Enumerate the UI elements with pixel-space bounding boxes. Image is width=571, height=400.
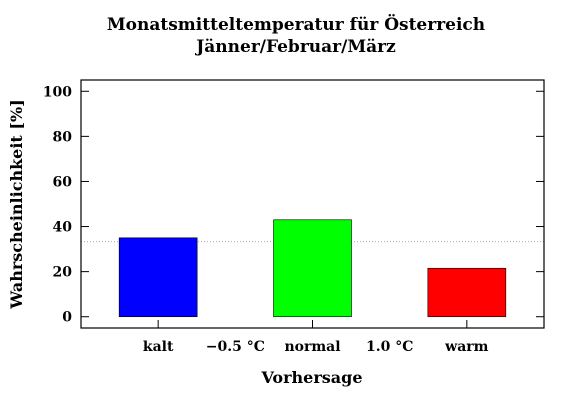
y-axis-label: Wahrscheinlichkeit [%] bbox=[7, 99, 26, 309]
y-tick-label-60: 60 bbox=[53, 174, 73, 190]
y-tick-label-80: 80 bbox=[53, 129, 73, 145]
x-tick-label-warm: warm bbox=[444, 339, 488, 355]
bar-warm bbox=[427, 267, 507, 318]
threshold-label-1: −0.5 °C bbox=[206, 339, 265, 355]
x-axis-label: Vorhersage bbox=[260, 368, 362, 387]
bar-normal bbox=[273, 219, 352, 318]
plot-frame bbox=[80, 79, 545, 329]
bar-kalt bbox=[118, 237, 198, 318]
x-tick-label-normal: normal bbox=[284, 339, 340, 355]
x-tick-label-kalt: kalt bbox=[143, 339, 174, 355]
y-tick-label-0: 0 bbox=[62, 310, 72, 326]
y-tick-label-40: 40 bbox=[53, 220, 73, 236]
chart-subtitle: Jänner/Februar/März bbox=[194, 37, 396, 57]
y-tick-label-20: 20 bbox=[53, 265, 73, 281]
y-tick-label-100: 100 bbox=[43, 84, 72, 100]
chart-title: Monatsmitteltemperatur für Österreich bbox=[107, 14, 485, 35]
threshold-label-2: 1.0 °C bbox=[366, 339, 413, 355]
plot-area: 0 20 40 60 80 100 kalt normal warm −0.5 °C 1.0 °C bbox=[43, 84, 544, 355]
